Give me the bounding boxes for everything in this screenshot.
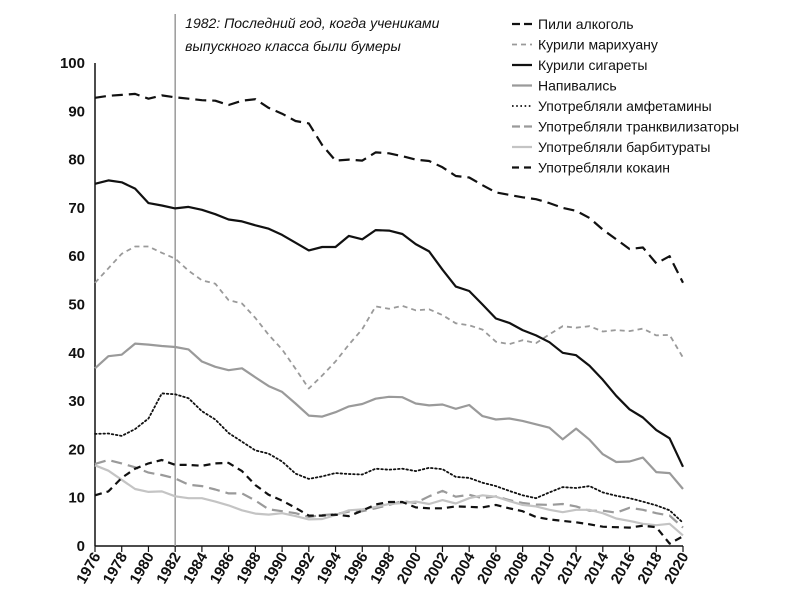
legend-label-7: Употребляли кокаин	[538, 160, 670, 176]
y-tick-label: 90	[68, 103, 85, 120]
series-line-0	[94, 92, 684, 284]
legend-label-5: Употребляли транквилизаторы	[538, 119, 739, 135]
y-tick-label: 60	[68, 248, 85, 265]
legend-label-1: Курили марихуану	[538, 37, 658, 53]
y-tick-label: 100	[60, 55, 85, 72]
legend-label-0: Пили алкоголь	[538, 16, 634, 32]
x-tick-label: 2002	[421, 550, 452, 587]
x-tick-label: 1994	[314, 549, 346, 587]
annotation-text-line-1: 1982: Последний год, когда учениками	[185, 15, 439, 31]
y-axis: 0 10 20 30 40 50 60 70 80 90 100	[60, 55, 96, 555]
x-tick-label: 2004	[447, 549, 479, 587]
x-tick-label: 1982	[153, 550, 184, 587]
x-tick-label: 1984	[180, 549, 212, 587]
x-tick-label: 2006	[474, 550, 505, 587]
x-tick-label: 1976	[73, 550, 104, 587]
legend-label-4: Употребляли амфетамины	[538, 98, 712, 114]
x-tick-label: 2010	[527, 550, 558, 587]
y-tick-label: 0	[77, 538, 85, 555]
y-tick-label: 20	[68, 441, 85, 458]
annotation-text-line-2: выпускного класса были бумеры	[185, 38, 401, 54]
series-layer	[94, 92, 684, 545]
x-tick-label: 1980	[127, 550, 158, 587]
series-line-7	[94, 458, 684, 545]
y-tick-label: 10	[68, 490, 85, 507]
legend-label-2: Курили сигареты	[538, 57, 647, 73]
series-line-1	[94, 245, 684, 390]
x-tick-label: 2018	[634, 550, 665, 587]
annotation: 1982: Последний год, когда учениками вып…	[174, 14, 440, 546]
series-line-4	[94, 392, 684, 524]
y-tick-label: 40	[68, 345, 85, 362]
y-tick-label: 30	[68, 393, 85, 410]
legend-label-3: Напивались	[538, 78, 617, 94]
x-tick-label: 1988	[233, 550, 264, 587]
y-tick-label: 80	[68, 152, 85, 169]
x-tick-label: 2020	[661, 550, 692, 587]
x-tick-label: 1986	[207, 550, 238, 587]
y-tick-label: 50	[68, 297, 85, 314]
y-tick-label: 70	[68, 200, 85, 217]
legend-label-6: Употребляли барбитураты	[538, 139, 710, 155]
series-line-3	[94, 342, 684, 490]
x-tick-label: 1998	[367, 550, 398, 587]
x-tick-label: 2014	[581, 549, 613, 587]
x-tick-label: 1992	[287, 550, 318, 587]
series-line-2	[94, 179, 684, 468]
legend: Пили алкоголь Курили марихуану Курили сига…	[512, 16, 739, 176]
x-tick-label: 2000	[394, 550, 425, 587]
x-axis: 1976197819801982198419861988199019921994…	[73, 545, 692, 587]
x-tick-label: 2008	[501, 550, 532, 587]
x-tick-label: 1978	[100, 550, 131, 587]
x-tick-label: 2012	[554, 550, 585, 587]
x-tick-label: 2016	[608, 550, 639, 587]
x-tick-label: 1990	[260, 550, 291, 587]
x-tick-label: 1996	[340, 550, 371, 587]
series-line-6	[94, 464, 684, 537]
